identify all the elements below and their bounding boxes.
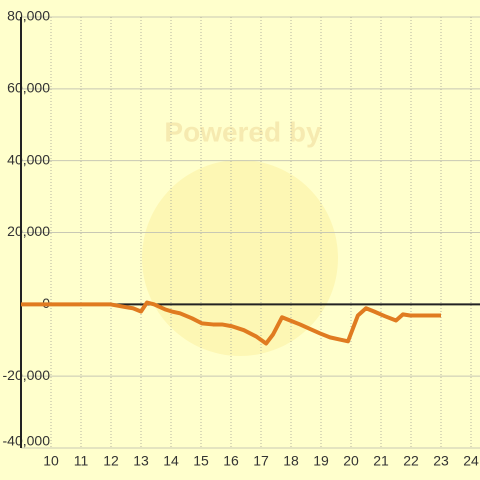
x-tick-label: 22 bbox=[403, 453, 419, 469]
x-tick-label: 20 bbox=[343, 453, 359, 469]
x-tick-label: 14 bbox=[163, 453, 179, 469]
y-tick-label: 40,000 bbox=[7, 151, 50, 167]
x-tick-label: 21 bbox=[373, 453, 389, 469]
x-tick-label: 16 bbox=[223, 453, 239, 469]
y-tick-label: -40,000 bbox=[3, 433, 51, 449]
watermark: Powered by bbox=[164, 116, 322, 147]
x-tick-label: 10 bbox=[43, 453, 59, 469]
data-line bbox=[21, 300, 441, 346]
watermark-logo bbox=[142, 160, 338, 356]
x-tick-label: 13 bbox=[133, 453, 149, 469]
x-tick-label: 12 bbox=[103, 453, 119, 469]
y-tick-label: 80,000 bbox=[7, 8, 50, 24]
x-tick-label: 11 bbox=[74, 453, 89, 469]
x-tick-label: 18 bbox=[283, 453, 299, 469]
x-tick-label: 19 bbox=[313, 453, 329, 469]
x-tick-label: 23 bbox=[433, 453, 449, 469]
y-tick-label: -20,000 bbox=[3, 367, 51, 383]
x-tick-label: 17 bbox=[253, 453, 269, 469]
y-tick-label: 60,000 bbox=[7, 80, 50, 96]
y-tick-label: 20,000 bbox=[7, 223, 50, 239]
x-tick-label: 15 bbox=[193, 453, 209, 469]
x-tick-label: 24 bbox=[463, 453, 479, 469]
